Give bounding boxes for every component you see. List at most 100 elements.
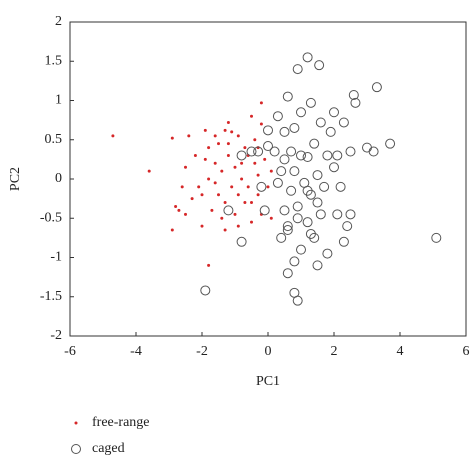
- point: [213, 181, 217, 185]
- point: [147, 169, 151, 173]
- point: [286, 146, 297, 157]
- point: [226, 153, 230, 157]
- point: [243, 146, 247, 150]
- point: [220, 169, 224, 173]
- point: [207, 146, 211, 150]
- point: [190, 197, 194, 201]
- point: [203, 157, 207, 161]
- point: [338, 117, 349, 128]
- point: [236, 150, 247, 161]
- point: [279, 126, 290, 137]
- point: [263, 157, 267, 161]
- point: [256, 173, 260, 177]
- point: [305, 189, 316, 200]
- point: [296, 150, 306, 161]
- legend-label: caged: [92, 441, 125, 456]
- point: [243, 201, 247, 205]
- point: [335, 181, 346, 192]
- point: [338, 236, 349, 247]
- x-tick-label: -6: [64, 344, 76, 359]
- point: [368, 146, 379, 157]
- point: [230, 130, 234, 134]
- point: [207, 177, 211, 181]
- point: [345, 146, 356, 157]
- point: [342, 221, 353, 232]
- point: [184, 212, 187, 216]
- point: [217, 142, 220, 146]
- point: [240, 177, 244, 181]
- point: [292, 201, 303, 212]
- point: [282, 91, 293, 102]
- y-tick-label: -1.5: [40, 289, 62, 304]
- point: [226, 120, 230, 124]
- y-tick-label: -2: [50, 328, 62, 343]
- point: [210, 208, 214, 212]
- point: [256, 181, 267, 192]
- point: [332, 209, 343, 220]
- point: [272, 111, 283, 122]
- point: [230, 185, 234, 189]
- point: [223, 205, 234, 216]
- y-tick-label: 0.5: [45, 132, 63, 147]
- y-tick-label: 0: [55, 171, 62, 186]
- point: [259, 101, 263, 105]
- point: [236, 134, 240, 138]
- point: [213, 161, 217, 165]
- point: [312, 197, 323, 208]
- point: [253, 138, 257, 142]
- point: [345, 209, 356, 220]
- point: [325, 126, 336, 137]
- point: [315, 117, 326, 128]
- point: [302, 185, 313, 196]
- point: [329, 162, 339, 173]
- y-tick-label: -0.5: [40, 210, 62, 225]
- point: [187, 134, 191, 138]
- point: [174, 204, 178, 208]
- point: [246, 185, 250, 189]
- point: [329, 107, 339, 118]
- point: [200, 224, 204, 228]
- point: [233, 212, 237, 216]
- x-tick-label: 6: [463, 344, 470, 359]
- plot-frame: [69, 21, 467, 337]
- y-tick-label: 2: [55, 14, 62, 29]
- point: [223, 228, 227, 232]
- point: [200, 285, 211, 296]
- point: [259, 212, 263, 216]
- point: [223, 201, 227, 205]
- point: [203, 128, 207, 132]
- point: [240, 161, 244, 165]
- point: [170, 136, 174, 140]
- point: [180, 185, 184, 189]
- point: [269, 216, 273, 220]
- point: [200, 193, 204, 197]
- point: [233, 165, 237, 169]
- point: [312, 170, 323, 181]
- point: [371, 82, 382, 93]
- point: [292, 64, 303, 75]
- x-tick-label: 2: [331, 344, 338, 359]
- y-tick-label: 1: [55, 93, 62, 108]
- point: [286, 185, 297, 196]
- point: [362, 142, 372, 153]
- point: [296, 244, 306, 255]
- point: [302, 152, 313, 163]
- point: [250, 220, 253, 224]
- point: [263, 141, 273, 152]
- point: [250, 201, 253, 205]
- point: [348, 90, 359, 101]
- point: [305, 97, 316, 108]
- point: [217, 193, 220, 197]
- point: [193, 153, 197, 157]
- point: [282, 268, 293, 279]
- y-tick-label: 1.5: [45, 53, 63, 68]
- legend-marker: [71, 444, 81, 454]
- legend-label: free-range: [92, 415, 150, 430]
- point: [322, 248, 333, 259]
- point: [266, 185, 270, 189]
- point: [250, 114, 253, 118]
- point: [236, 236, 247, 247]
- point: [315, 209, 326, 220]
- point: [309, 138, 320, 149]
- y-axis-label: PC2: [8, 167, 23, 191]
